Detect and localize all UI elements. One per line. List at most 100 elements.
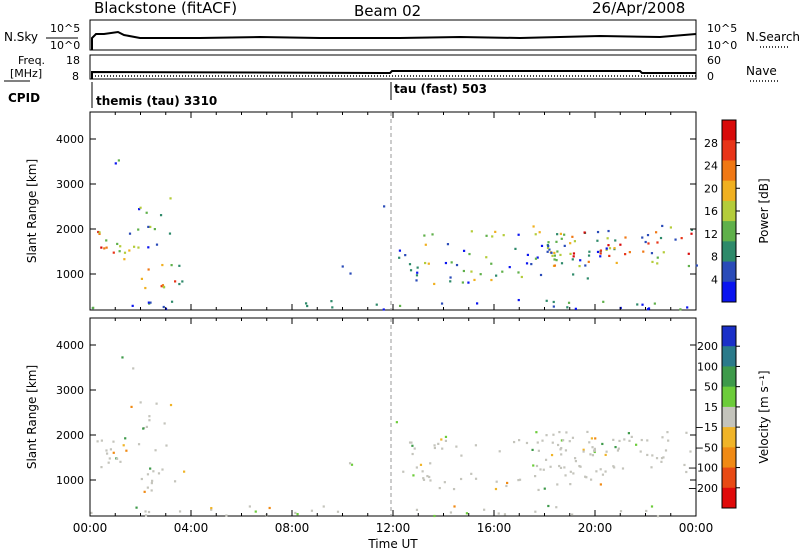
xtick-label: 20:00 [578, 521, 613, 535]
echo-cell [537, 488, 540, 492]
velocity-heatmap [89, 317, 697, 518]
echo-cell [651, 454, 654, 457]
echo-cell [685, 470, 688, 474]
echo-cell [540, 244, 544, 248]
echo-cell [593, 447, 597, 450]
echo-cell [433, 446, 436, 450]
echo-cell [441, 447, 444, 450]
echo-cell [642, 250, 645, 253]
echo-cell [560, 453, 563, 456]
echo-cell [408, 263, 412, 266]
echo-cell [534, 257, 538, 260]
echo-cell [433, 282, 436, 286]
echo-cell [330, 300, 333, 303]
echo-cell [115, 457, 119, 460]
echo-cell [689, 450, 692, 453]
echo-cell [579, 465, 582, 468]
echo-cell [428, 475, 431, 479]
colorbar-label: Power [dB] [757, 178, 771, 243]
echo-cell [656, 256, 659, 259]
echo-cell [161, 284, 165, 287]
echo-cell [566, 306, 569, 309]
echo-cell [119, 245, 122, 248]
echo-cell [589, 478, 593, 481]
colorbar-tick-label: 8 [711, 251, 718, 264]
echo-cell [100, 439, 103, 442]
echo-cell [571, 235, 574, 238]
echo-cell [542, 468, 545, 471]
echo-cell [103, 247, 106, 250]
echo-cell [607, 244, 610, 247]
echo-cell [553, 258, 556, 261]
echo-cell [460, 454, 463, 457]
echo-cell [572, 255, 575, 258]
echo-cell [667, 439, 670, 442]
cpid-segment-1: themis (tau) 3310 [96, 94, 218, 108]
echo-cell [336, 510, 340, 513]
echo-cell [552, 300, 555, 304]
echo-cell [573, 457, 577, 460]
echo-cell [137, 228, 140, 231]
echo-cell [404, 254, 407, 257]
echo-cell [151, 479, 154, 482]
echo-cell [123, 251, 127, 254]
echo-cell [646, 439, 649, 442]
ylabel: Slant Range [km] [25, 365, 39, 469]
colorbar-swatch [722, 261, 736, 283]
nsearch-tick-top: 10^5 [707, 22, 738, 35]
echo-cell [92, 306, 95, 309]
echo-cell [599, 255, 602, 258]
colorbar-tick-label: −100 [688, 462, 718, 475]
colorbar-tick-label: 12 [704, 228, 718, 241]
echo-cell [383, 205, 386, 208]
echo-cell [165, 444, 168, 447]
echo-cell [375, 303, 378, 306]
echo-cell [664, 449, 668, 452]
echo-cell [636, 303, 639, 306]
echo-cell [402, 470, 405, 473]
echo-cell [647, 242, 650, 245]
echo-cell [149, 301, 152, 304]
echo-cell [474, 444, 478, 447]
echo-cell [559, 466, 563, 470]
echo-cell [651, 260, 654, 264]
echo-cell [112, 440, 115, 443]
echo-cell [310, 509, 314, 512]
echo-cell [606, 237, 609, 240]
echo-cell [462, 249, 466, 252]
echo-cell [556, 250, 559, 253]
xtick-label: 12:00 [376, 521, 411, 535]
echo-cell [495, 274, 498, 277]
echo-cell [398, 256, 401, 259]
echo-cell [548, 248, 551, 251]
echo-cell [470, 230, 473, 233]
echo-cell [473, 278, 476, 282]
colorbar-tick-label: −15 [695, 421, 718, 434]
echo-cell [162, 305, 165, 309]
echo-cell [100, 246, 103, 249]
echo-cell [135, 506, 138, 509]
date-title: 26/Apr/2008 [592, 0, 686, 17]
echo-cell [348, 462, 352, 465]
echo-cell [294, 511, 297, 515]
echo-cell [100, 466, 103, 469]
colorbar-swatch [722, 221, 736, 242]
ylabel: Slant Range [km] [25, 159, 39, 263]
echo-cell [656, 262, 659, 265]
echo-cell [147, 510, 151, 514]
nsky-tick-top: 10^5 [50, 22, 81, 35]
echo-cell [444, 439, 448, 442]
echo-cell [155, 402, 158, 405]
echo-cell [559, 448, 562, 451]
echo-cell [322, 505, 325, 508]
echo-cell [641, 303, 644, 306]
echo-cell [455, 263, 459, 267]
echo-cell [662, 456, 665, 459]
echo-cell [506, 481, 509, 485]
echo-cell [128, 249, 131, 252]
echo-cell [572, 252, 576, 255]
echo-cell [560, 439, 563, 442]
echo-cell [114, 162, 117, 165]
echo-cell [619, 510, 623, 513]
echo-cell [145, 425, 148, 429]
